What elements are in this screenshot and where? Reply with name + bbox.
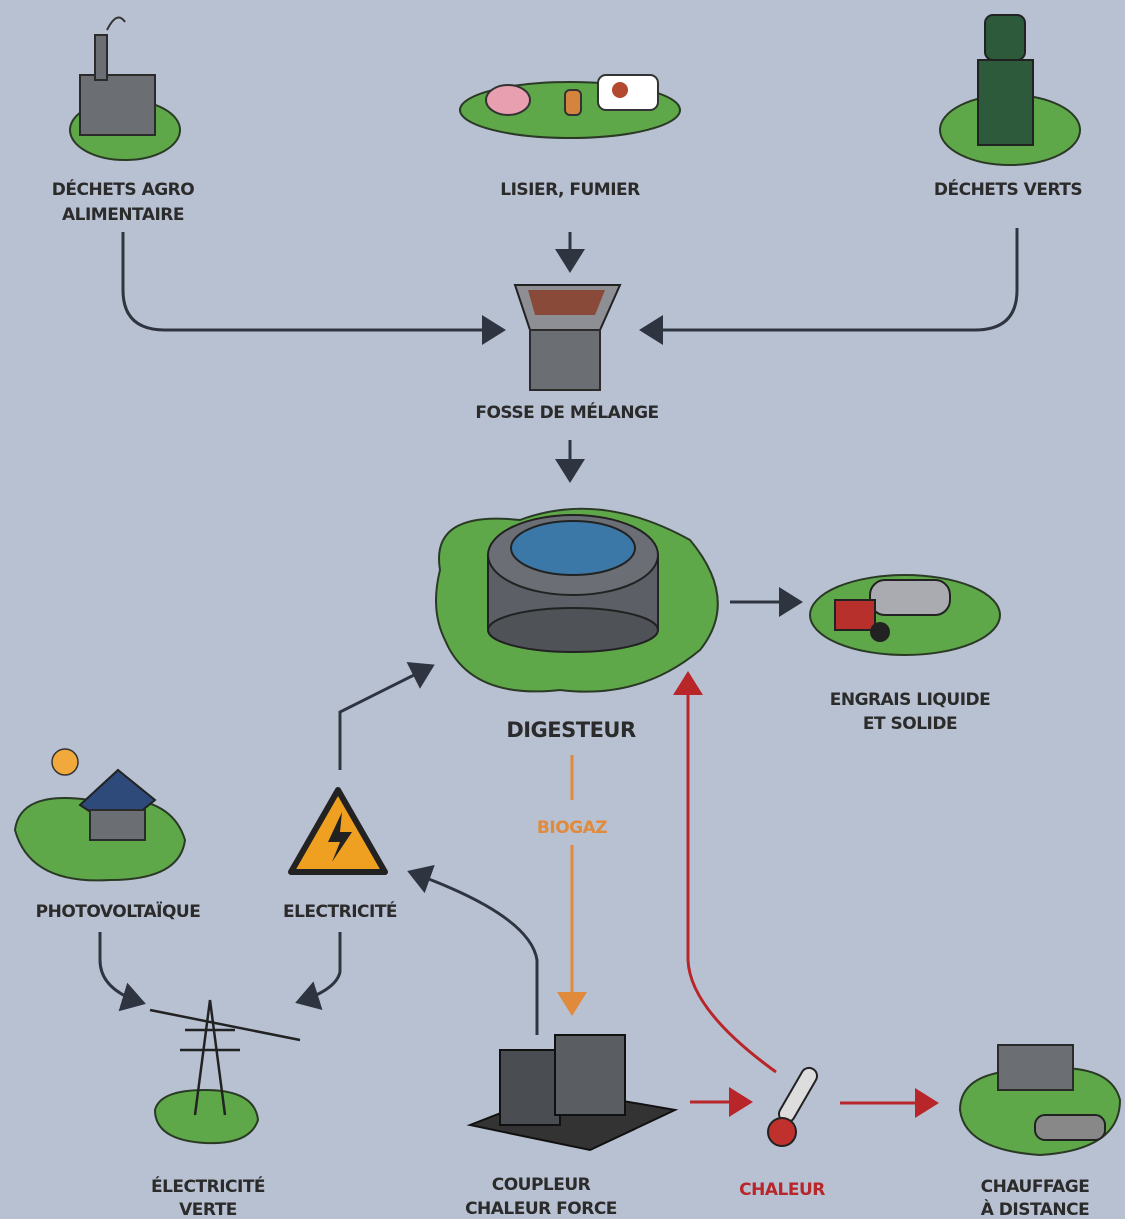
node-label: DIGESTEUR [506, 718, 636, 742]
hopper-icon [515, 285, 620, 390]
arrow [298, 932, 340, 1002]
bin-icon [940, 15, 1080, 165]
sun-house-icon [15, 749, 185, 880]
node-label: ENGRAIS LIQUIDE [830, 690, 991, 710]
arrow [642, 228, 1017, 330]
node-label: CHALEUR FORCE [465, 1199, 617, 1219]
node-label: ÉLECTRICITÉ [151, 1175, 265, 1197]
node-label: LISIER, FUMIER [500, 180, 640, 200]
diagram: DÉCHETS AGRO ALIMENTAIRE LISIER, FUMIER … [0, 0, 1125, 1219]
node-label: ET SOLIDE [863, 714, 957, 734]
node-label: FOSSE DE MÉLANGE [475, 401, 658, 423]
generator-icon [470, 1035, 675, 1150]
node-label: ELECTRICITÉ [283, 900, 397, 922]
pylon-icon [150, 1000, 300, 1143]
node-label: DÉCHETS AGRO [52, 178, 194, 200]
warning-icon [291, 790, 385, 872]
farm-icon [460, 75, 680, 138]
tractor-icon [810, 575, 1000, 655]
node-label: DÉCHETS VERTS [934, 178, 1082, 200]
node-label: ALIMENTAIRE [62, 205, 184, 225]
node-label: À DISTANCE [981, 1198, 1090, 1219]
node-label: CHAUFFAGE [981, 1177, 1090, 1197]
thermometer-icon [768, 1065, 820, 1146]
heat-arrow [688, 674, 776, 1072]
arrow [100, 932, 143, 1003]
arrow [123, 232, 503, 330]
node-label: COUPLEUR [492, 1175, 591, 1195]
buildings-icon [960, 1045, 1120, 1155]
digester-icon [436, 509, 718, 692]
arrow [340, 666, 432, 770]
node-label: PHOTOVOLTAÏQUE [36, 900, 201, 922]
factory-icon [70, 18, 180, 161]
arrow [410, 872, 537, 1035]
edge-label: BIOGAZ [537, 818, 607, 838]
node-label: VERTE [179, 1200, 237, 1219]
node-label: CHALEUR [739, 1180, 825, 1200]
